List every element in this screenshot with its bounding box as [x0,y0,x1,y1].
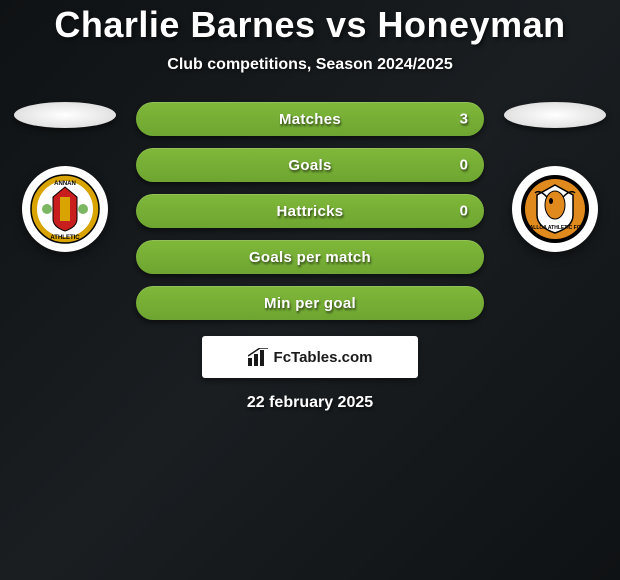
stat-bar-goals: Goals 0 [136,148,484,182]
stat-label: Matches [279,111,341,128]
comparison-card: Charlie Barnes vs Honeyman Club competit… [0,0,620,412]
club-badge-right: ALLOA ATHLETIC FC [512,166,598,252]
stat-right-value: 0 [460,157,468,174]
stat-bar-goals-per-match: Goals per match [136,240,484,274]
svg-text:ANNAN: ANNAN [54,181,76,187]
alloa-athletic-crest-icon: ALLOA ATHLETIC FC [519,173,591,245]
subtitle: Club competitions, Season 2024/2025 [0,56,620,74]
svg-text:ATHLETIC: ATHLETIC [50,235,80,241]
stat-label: Goals per match [249,249,371,266]
annan-athletic-crest-icon: ANNAN ATHLETIC [29,173,101,245]
stat-label: Hattricks [277,203,344,220]
page-title: Charlie Barnes vs Honeyman [0,4,620,46]
stat-bar-min-per-goal: Min per goal [136,286,484,320]
bar-chart-icon [248,348,270,366]
main-row: ANNAN ATHLETIC Matches 3 Goals 0 Hattric… [0,102,620,320]
player-left-oval [14,102,116,128]
stats-column: Matches 3 Goals 0 Hattricks 0 Goals per … [136,102,484,320]
stat-label: Goals [288,157,331,174]
left-column: ANNAN ATHLETIC [12,102,118,252]
attribution[interactable]: FcTables.com [202,336,418,378]
date-line: 22 february 2025 [0,394,620,412]
stat-right-value: 3 [460,111,468,128]
svg-text:ALLOA ATHLETIC FC: ALLOA ATHLETIC FC [530,225,581,231]
player-right-oval [504,102,606,128]
stat-bar-matches: Matches 3 [136,102,484,136]
stat-label: Min per goal [264,295,356,312]
club-badge-left: ANNAN ATHLETIC [22,166,108,252]
right-column: ALLOA ATHLETIC FC [502,102,608,252]
attribution-text: FcTables.com [274,349,373,366]
stat-right-value: 0 [460,203,468,220]
stat-bar-hattricks: Hattricks 0 [136,194,484,228]
